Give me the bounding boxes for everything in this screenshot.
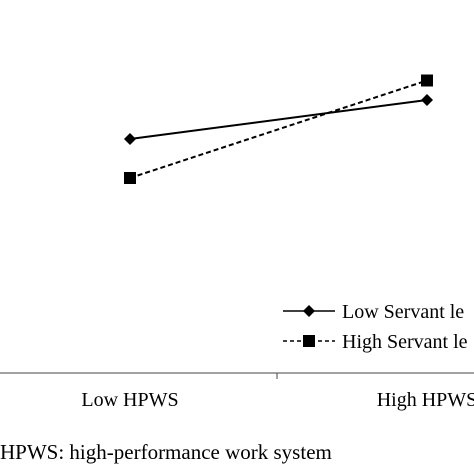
- x-tick-labels: Low HPWS High HPWS: [81, 389, 474, 411]
- data-point-diamond: [421, 94, 433, 106]
- series-line: [129, 99, 428, 140]
- series-layer: [124, 74, 433, 184]
- legend-label: High Servant le: [342, 331, 468, 353]
- data-point-diamond: [124, 133, 136, 145]
- legend: Low Servant le High Servant le: [283, 301, 468, 353]
- series-line: [129, 79, 428, 179]
- series-1: [124, 94, 433, 145]
- data-point-square: [124, 172, 136, 184]
- legend-marker: [303, 335, 315, 347]
- series-2: [124, 74, 433, 184]
- chart-footnote: HPWS: high-performance work system: [0, 440, 332, 464]
- data-point-square: [421, 74, 433, 87]
- x-tick-label: Low HPWS: [81, 389, 178, 411]
- legend-marker: [303, 305, 315, 317]
- legend-label: Low Servant le: [342, 301, 464, 323]
- legend-entry: High Servant le: [283, 331, 468, 353]
- x-tick-label: High HPWS: [377, 389, 474, 411]
- legend-entry: Low Servant le: [283, 301, 464, 323]
